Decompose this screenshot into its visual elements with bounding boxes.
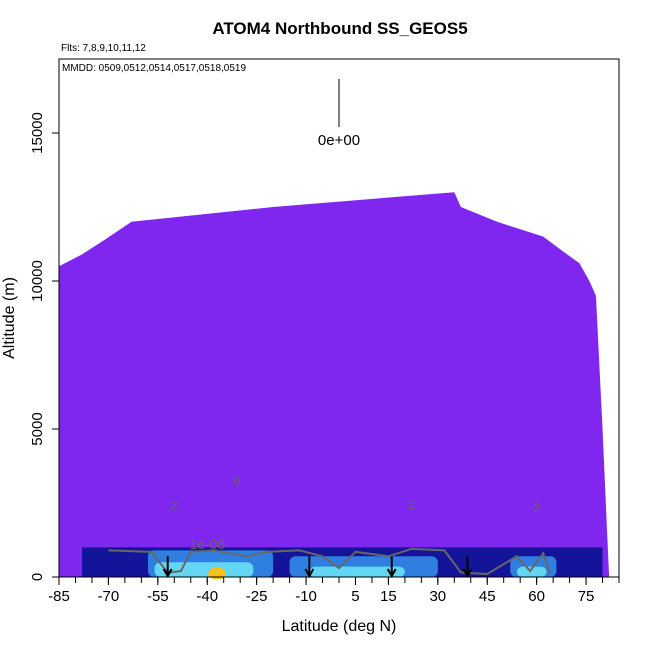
flight-marker-head	[462, 568, 473, 579]
flight-marker-head	[304, 568, 315, 579]
scale-annotation: 0e+00	[318, 132, 360, 149]
contour-label: 2	[171, 498, 178, 512]
contour-label: 2	[408, 498, 415, 512]
concentration-cell	[309, 566, 405, 577]
chart-title: ATOM4 Northbound SS_GEOS5	[212, 19, 467, 38]
x-tick-label: -10	[295, 588, 317, 605]
hotspot-cell	[208, 567, 227, 580]
x-tick-label: 15	[380, 588, 397, 605]
contour-label: 0	[234, 474, 241, 488]
y-axis-label: Altitude (m)	[1, 277, 18, 359]
flight-marker-head	[162, 568, 173, 579]
y-tick-label: 5000	[29, 412, 46, 445]
x-tick-label: -40	[196, 588, 218, 605]
x-axis-label: Latitude (deg N)	[282, 618, 397, 635]
x-tick-label: -85	[48, 588, 70, 605]
plot-area: 1e-08 0 2 2 2	[59, 192, 610, 580]
x-tick-label: 45	[479, 588, 496, 605]
y-tick-label: 10000	[29, 260, 46, 302]
flight-marker-head	[386, 568, 397, 579]
x-tick-label: 75	[578, 588, 595, 605]
x-tick-label: -70	[98, 588, 120, 605]
x-tick-label: 5	[351, 588, 359, 605]
concentration-cell	[154, 562, 254, 577]
concentration-cell	[516, 566, 547, 577]
x-axis: -85 -70 -55 -40 -25 -10 5 15 30 45 60 75	[48, 577, 620, 605]
y-tick-label: 0	[29, 573, 46, 581]
x-tick-label: 30	[429, 588, 446, 605]
y-axis: 0 5000 10000 15000	[29, 112, 59, 581]
contour-label: 2	[533, 501, 540, 515]
contour-label: 1e-08	[189, 536, 225, 552]
field-fill	[59, 192, 610, 577]
y-tick-label: 15000	[29, 112, 46, 154]
x-tick-label: -55	[147, 588, 169, 605]
x-tick-label: -25	[246, 588, 268, 605]
x-tick-label: 60	[528, 588, 545, 605]
contour-line	[108, 547, 551, 576]
chart-note: MMDD: 0509,0512,0514,0517,0518,0519	[62, 63, 246, 74]
chart-subtitle: Flts: 7,8,9,10,11,12	[61, 43, 146, 54]
